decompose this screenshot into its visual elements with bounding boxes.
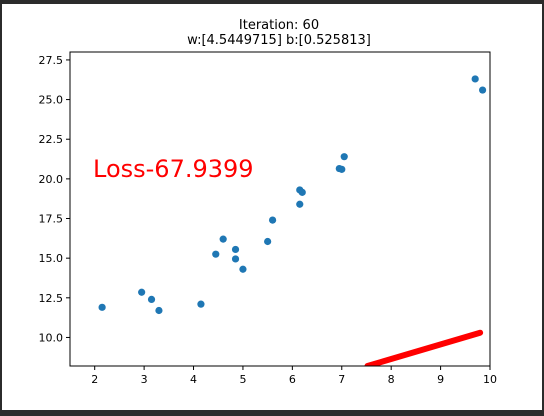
x-tick-label: 2 (91, 373, 98, 386)
data-point (296, 200, 304, 208)
x-tick-label: 8 (388, 373, 395, 386)
x-tick-label: 3 (141, 373, 148, 386)
y-tick-label: 12.5 (39, 292, 64, 305)
data-point (219, 235, 227, 243)
data-points-layer (98, 75, 487, 315)
y-tick-label: 20.0 (39, 173, 64, 186)
x-tick-label: 7 (338, 373, 345, 386)
x-axis: 2 3 4 5 6 7 8 9 10 (91, 366, 497, 386)
x-tick-label: 5 (239, 373, 246, 386)
y-tick-label: 10.0 (39, 331, 64, 344)
x-tick-label: 6 (289, 373, 296, 386)
plot-area (70, 52, 490, 366)
data-point (340, 153, 348, 161)
chart-title: Iteration: 60 (239, 18, 319, 33)
data-point (239, 265, 247, 273)
data-point (212, 250, 220, 258)
plot-frame (69, 51, 491, 367)
y-tick-label: 27.5 (39, 54, 64, 67)
data-point (231, 245, 240, 254)
data-point (338, 165, 346, 173)
y-tick-label: 15.0 (39, 252, 64, 265)
data-point (264, 237, 272, 246)
x-tick-label: 9 (437, 373, 444, 386)
data-point (138, 288, 146, 296)
data-point (98, 303, 106, 311)
y-tick-label: 22.5 (39, 133, 64, 146)
y-tick-label: 17.5 (39, 213, 64, 226)
chart-subtitle: w:[4.5449715] b:[0.525813] (187, 33, 371, 48)
data-point (155, 306, 163, 315)
data-point (268, 216, 277, 224)
y-axis: 10.0 12.5 15.0 17.5 20.0 22.5 25.0 27.5 (39, 54, 70, 344)
x-tick-label: 4 (190, 373, 197, 386)
data-point (231, 255, 240, 263)
loss-annotation: Loss-67.9399 (93, 155, 254, 183)
data-point (197, 300, 205, 308)
figure-window: Iteration: 60 w:[4.5449715] b:[0.525813]… (2, 4, 542, 410)
scatter-chart: Iteration: 60 w:[4.5449715] b:[0.525813]… (39, 18, 498, 386)
data-point (478, 86, 487, 94)
data-point (471, 75, 479, 83)
data-point (147, 295, 156, 303)
regression-line-layer (364, 329, 484, 366)
regression-line (364, 329, 484, 366)
x-tick-label: 10 (483, 373, 497, 386)
y-tick-label: 25.0 (39, 94, 64, 107)
data-point (298, 188, 306, 196)
